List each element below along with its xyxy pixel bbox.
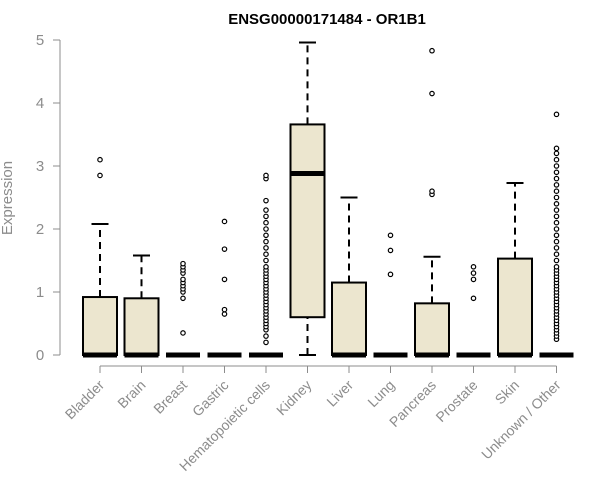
outlier-point bbox=[553, 257, 560, 264]
outlier-point bbox=[263, 172, 269, 179]
outlier-point bbox=[221, 218, 228, 225]
outlier-point bbox=[553, 207, 560, 213]
outlier-point bbox=[263, 339, 269, 346]
x-tick-label: Brain bbox=[114, 377, 148, 411]
box-group-lung bbox=[373, 232, 408, 358]
outlier-point bbox=[263, 251, 269, 258]
outlier-point bbox=[553, 226, 560, 232]
outlier-point bbox=[553, 111, 560, 118]
outlier-point bbox=[553, 182, 560, 188]
outlier-point bbox=[553, 156, 560, 163]
box-group-brain bbox=[123, 254, 160, 358]
outlier-point bbox=[263, 197, 269, 204]
outlier-point bbox=[553, 201, 560, 207]
box-group-skin bbox=[497, 182, 533, 358]
y-axis-label: Expression bbox=[0, 161, 16, 235]
outlier-point bbox=[263, 207, 269, 213]
box-group-unknown-other bbox=[539, 111, 574, 358]
box-group-pancreas bbox=[414, 47, 450, 358]
outlier-point bbox=[553, 175, 560, 182]
box-group-hematopoietic-cells bbox=[249, 172, 283, 358]
outlier-point bbox=[180, 276, 186, 283]
outlier-point bbox=[221, 311, 228, 317]
outlier-point bbox=[263, 238, 269, 245]
outlier-point bbox=[263, 245, 269, 251]
box-group-prostate bbox=[456, 263, 491, 358]
outlier-point bbox=[180, 330, 186, 336]
outlier-point bbox=[263, 219, 269, 226]
iqr-box bbox=[82, 296, 118, 357]
outlier-point bbox=[180, 295, 186, 302]
outlier-point bbox=[387, 271, 394, 278]
x-tick-label: Bladder bbox=[62, 377, 108, 423]
box-group-kidney bbox=[289, 41, 326, 356]
iqr-box bbox=[289, 123, 326, 319]
outlier-point bbox=[429, 90, 435, 97]
y-tick-label: 2 bbox=[36, 221, 44, 238]
outlier-point bbox=[263, 257, 269, 264]
outlier-point bbox=[553, 238, 560, 245]
outlier-point bbox=[553, 145, 560, 152]
outlier-point bbox=[221, 306, 228, 313]
outlier-point bbox=[97, 172, 103, 179]
y-tick-label: 5 bbox=[36, 32, 44, 49]
chart-title: ENSG00000171484 - OR1B1 bbox=[228, 11, 426, 28]
outlier-point bbox=[429, 47, 435, 54]
iqr-box bbox=[123, 297, 160, 356]
x-tick-label: Lung bbox=[364, 377, 397, 410]
outlier-point bbox=[221, 246, 228, 252]
outlier-point bbox=[470, 295, 477, 302]
outlier-point bbox=[221, 276, 228, 283]
x-tick-label: Kidney bbox=[273, 377, 315, 419]
outlier-point bbox=[263, 263, 269, 270]
outlier-point bbox=[263, 232, 269, 239]
outlier-point bbox=[553, 219, 560, 226]
x-tick-label: Unknown / Other bbox=[478, 377, 564, 463]
iqr-box bbox=[497, 257, 533, 356]
outlier-point bbox=[553, 194, 560, 201]
x-tick-label: Prostate bbox=[432, 377, 480, 425]
outlier-point bbox=[470, 270, 477, 276]
outlier-point bbox=[470, 263, 477, 270]
x-tick-label: Liver bbox=[323, 377, 356, 410]
outlier-point bbox=[553, 169, 560, 176]
plot-area bbox=[82, 41, 574, 358]
y-tick-label: 4 bbox=[36, 95, 44, 112]
outlier-point bbox=[387, 247, 394, 254]
outlier-point bbox=[553, 213, 560, 220]
outlier-point bbox=[553, 232, 560, 239]
outlier-point bbox=[180, 260, 186, 267]
outlier-point bbox=[553, 251, 560, 258]
outlier-point bbox=[553, 188, 560, 195]
outlier-point bbox=[553, 263, 560, 270]
outlier-point bbox=[553, 150, 560, 157]
outlier-point bbox=[429, 188, 435, 195]
outlier-point bbox=[263, 226, 269, 232]
outlier-point bbox=[470, 276, 477, 283]
outlier-point bbox=[97, 156, 103, 163]
x-tick-label: Breast bbox=[150, 377, 190, 417]
outlier-point bbox=[553, 163, 560, 169]
x-tick-label: Skin bbox=[492, 377, 523, 408]
box-group-bladder bbox=[82, 156, 118, 358]
box-group-gastric bbox=[207, 218, 242, 358]
outlier-point bbox=[553, 245, 560, 251]
y-tick-label: 0 bbox=[36, 347, 44, 364]
iqr-box bbox=[331, 281, 367, 356]
box-group-liver bbox=[331, 196, 367, 358]
y-tick-label: 3 bbox=[36, 158, 44, 175]
box-group-breast bbox=[166, 260, 200, 358]
outlier-point bbox=[263, 333, 269, 339]
outlier-point bbox=[263, 213, 269, 220]
y-tick-label: 1 bbox=[36, 284, 44, 301]
outlier-point bbox=[387, 232, 394, 239]
iqr-box bbox=[414, 302, 450, 356]
